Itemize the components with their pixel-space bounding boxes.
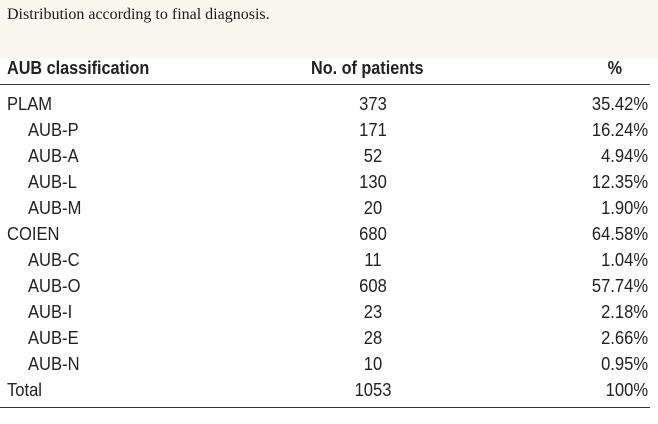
patients-cell: 28 — [363, 328, 383, 348]
classification-cell: Total — [7, 380, 42, 400]
percent-cell: 16.24% — [591, 120, 648, 140]
table-row: AUB-O 608 57.74% — [0, 274, 650, 300]
patients-cell: 11 — [364, 250, 382, 270]
percent-cell: 0.95% — [601, 354, 648, 374]
percent-cell: 64.58% — [591, 224, 648, 244]
diagnosis-table: AUB classification No. of patients % PLA… — [0, 58, 650, 408]
table-row: AUB-E 28 2.66% — [0, 326, 650, 352]
table-header-row: AUB classification No. of patients % — [0, 58, 650, 85]
table-row: AUB-I 23 2.18% — [0, 300, 650, 326]
classification-cell: AUB-M — [28, 198, 82, 218]
percent-cell: 1.90% — [601, 198, 648, 218]
table-row: AUB-L 130 12.35% — [0, 170, 650, 196]
classification-cell: AUB-L — [28, 172, 77, 192]
patients-cell: 52 — [363, 146, 383, 166]
table-caption: Distribution according to final diagnosi… — [7, 6, 270, 23]
classification-cell: AUB-O — [28, 276, 81, 296]
classification-cell: AUB-N — [28, 354, 80, 374]
classification-cell: AUB-E — [28, 328, 79, 348]
patients-cell: 10 — [363, 354, 383, 374]
classification-cell: AUB-C — [28, 250, 80, 270]
classification-cell: AUB-P — [28, 120, 79, 140]
classification-cell: PLAM — [7, 94, 53, 114]
patients-cell: 130 — [359, 172, 387, 192]
patients-cell: 608 — [359, 276, 387, 296]
table-row: PLAM 373 35.42% — [0, 92, 650, 118]
table-row: Total 1053 100% — [0, 378, 650, 404]
percent-cell: 4.94% — [601, 146, 648, 166]
percent-cell: 35.42% — [591, 94, 648, 114]
table-row: AUB-P 171 16.24% — [0, 118, 650, 144]
percent-cell: 57.74% — [591, 276, 648, 296]
percent-cell: 2.18% — [601, 302, 648, 322]
percent-cell: 12.35% — [591, 172, 648, 192]
table-row: COIEN 680 64.58% — [0, 222, 650, 248]
table-row: AUB-N 10 0.95% — [0, 352, 650, 378]
patients-cell: 373 — [359, 94, 387, 114]
percent-cell: 100% — [605, 380, 648, 400]
patients-cell: 20 — [363, 198, 383, 218]
patients-cell: 680 — [359, 224, 387, 244]
patients-cell: 171 — [359, 120, 387, 140]
percent-cell: 1.04% — [601, 250, 648, 270]
table-row: AUB-A 52 4.94% — [0, 144, 650, 170]
header-aub-classification: AUB classification — [7, 58, 150, 78]
percent-cell: 2.66% — [601, 328, 648, 348]
header-number-of-patients: No. of patients — [311, 58, 424, 78]
header-percent: % — [607, 58, 622, 78]
classification-cell: COIEN — [7, 224, 60, 244]
table-row: AUB-C 11 1.04% — [0, 248, 650, 274]
classification-cell: AUB-A — [28, 146, 79, 166]
patients-cell: 23 — [363, 302, 383, 322]
classification-cell: AUB-I — [28, 302, 73, 322]
patients-cell: 1053 — [354, 380, 392, 400]
caption-band — [0, 0, 658, 58]
table-body: PLAM 373 35.42% AUB-P 171 16.24% AUB-A 52 4.94% A… — [0, 85, 650, 408]
table-row: AUB-M 20 1.90% — [0, 196, 650, 222]
